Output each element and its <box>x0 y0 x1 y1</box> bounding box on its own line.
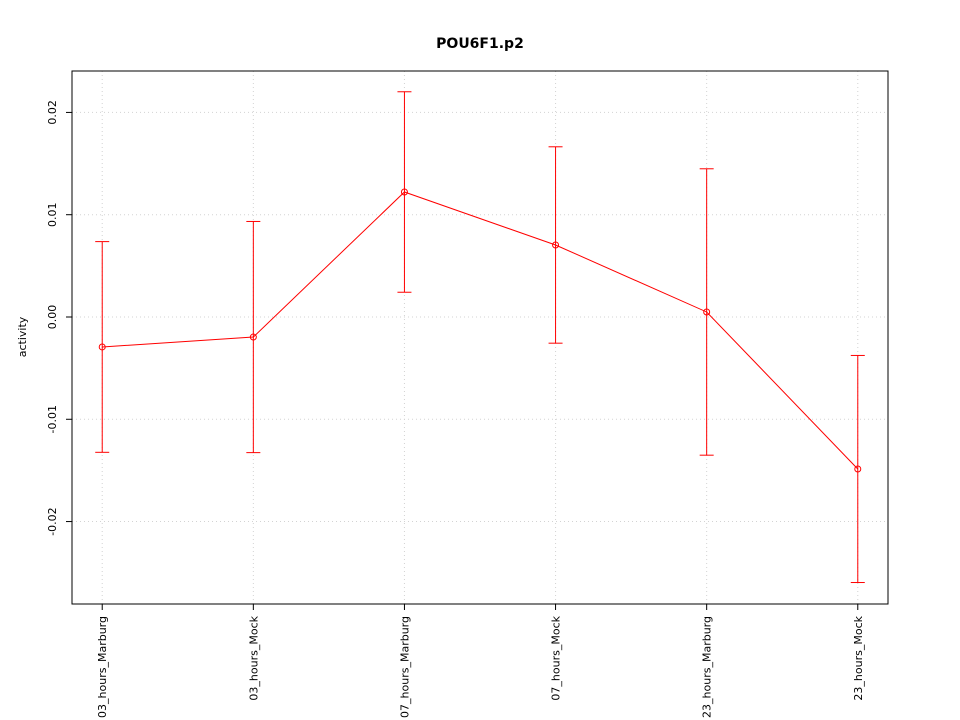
point <box>854 465 862 473</box>
x-tick-label: 03_hours_Marburg <box>96 616 109 718</box>
y-tick-label: 0.00 <box>46 305 59 330</box>
x-tick-label: 07_hours_Mock <box>550 615 563 700</box>
plot-frame <box>71 70 889 605</box>
x-tick-label: 23_hours_Mock <box>852 615 865 700</box>
x-tick-label: 23_hours_Marburg <box>701 616 714 718</box>
point <box>703 308 711 316</box>
point <box>98 343 106 351</box>
x-tick-label: 03_hours_Mock <box>247 615 260 700</box>
y-tick-label: -0.01 <box>46 405 59 433</box>
point <box>400 188 408 196</box>
point <box>552 241 560 249</box>
point <box>249 333 257 341</box>
y-tick-label: 0.02 <box>46 100 59 125</box>
chart-title: POU6F1.p2 <box>436 36 524 52</box>
line <box>102 191 859 470</box>
x-tick-label: 07_hours_Marburg <box>398 616 411 718</box>
y-tick-label: 0.01 <box>46 202 59 227</box>
y-tick-label: -0.02 <box>46 507 59 535</box>
y-axis-label: activity <box>16 316 29 357</box>
